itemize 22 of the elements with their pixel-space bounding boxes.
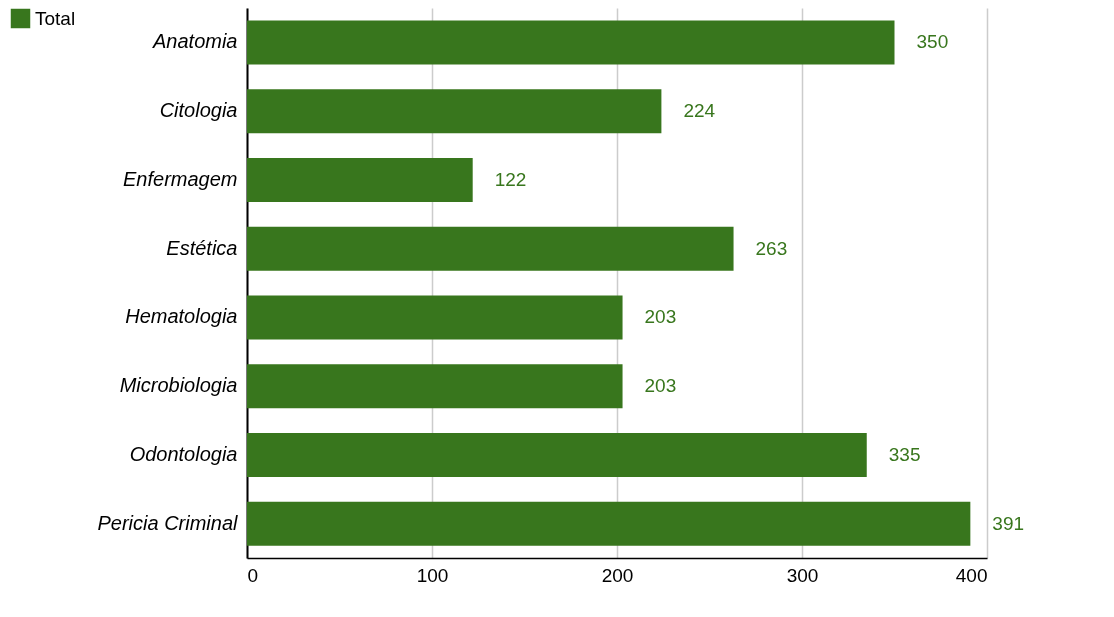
y-tick-label: Enfermagem bbox=[123, 167, 238, 190]
y-tick-label: Odontologia bbox=[129, 442, 238, 465]
y-tick-label: Hematologia bbox=[125, 305, 238, 328]
data-label: 224 bbox=[683, 100, 716, 122]
x-tick-label: 300 bbox=[786, 564, 819, 586]
y-tick-label: Anatomia bbox=[152, 30, 238, 53]
data-label: 122 bbox=[494, 168, 527, 190]
data-label: 263 bbox=[755, 237, 788, 259]
data-label: 335 bbox=[888, 443, 921, 465]
legend-label: Total bbox=[35, 7, 76, 29]
data-label: 203 bbox=[644, 306, 677, 328]
x-tick-label: 200 bbox=[601, 564, 634, 586]
data-label: 203 bbox=[644, 375, 677, 397]
x-tick-label: 100 bbox=[416, 564, 449, 586]
y-tick-label: Microbiologia bbox=[119, 374, 238, 397]
x-tick-label: 400 bbox=[955, 564, 988, 586]
y-tick-label: Pericia Criminal bbox=[97, 511, 239, 534]
data-label: 391 bbox=[992, 512, 1025, 534]
data-label: 350 bbox=[916, 31, 949, 53]
y-tick-label: Citologia bbox=[159, 99, 238, 122]
y-tick-label: Estética bbox=[166, 236, 238, 259]
x-tick-label: 0 bbox=[247, 564, 259, 586]
